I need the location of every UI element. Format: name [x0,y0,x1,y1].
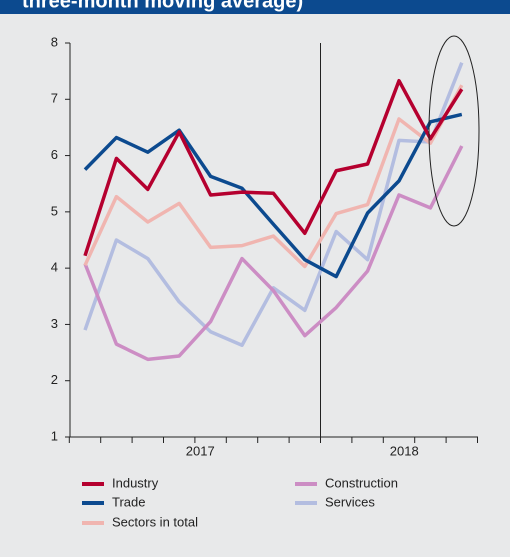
y-tick-label: 8 [51,34,58,49]
y-tick-label: 3 [51,316,58,331]
y-tick-label: 5 [51,203,58,218]
line [83,62,464,348]
legend-label: Industry [112,475,159,490]
y-tick-label: 4 [51,260,58,275]
line [83,84,464,269]
title-banner [0,0,510,14]
y-tick-label: 6 [51,147,58,162]
chart-title: three-month moving average) [22,0,303,12]
highlight-ellipse [428,35,480,227]
line [83,112,463,279]
line [83,78,464,257]
y-tick-label: 2 [51,372,58,387]
y-tick-label: 1 [51,428,58,443]
line [83,145,464,362]
legend-label: Construction [325,475,398,490]
year-label: 2017 [186,443,215,458]
year-label: 2018 [390,443,419,458]
legend-label: Sectors in total [112,514,198,529]
y-tick-label: 7 [51,91,58,106]
legend-label: Services [325,494,375,509]
legend-label: Trade [112,494,145,509]
